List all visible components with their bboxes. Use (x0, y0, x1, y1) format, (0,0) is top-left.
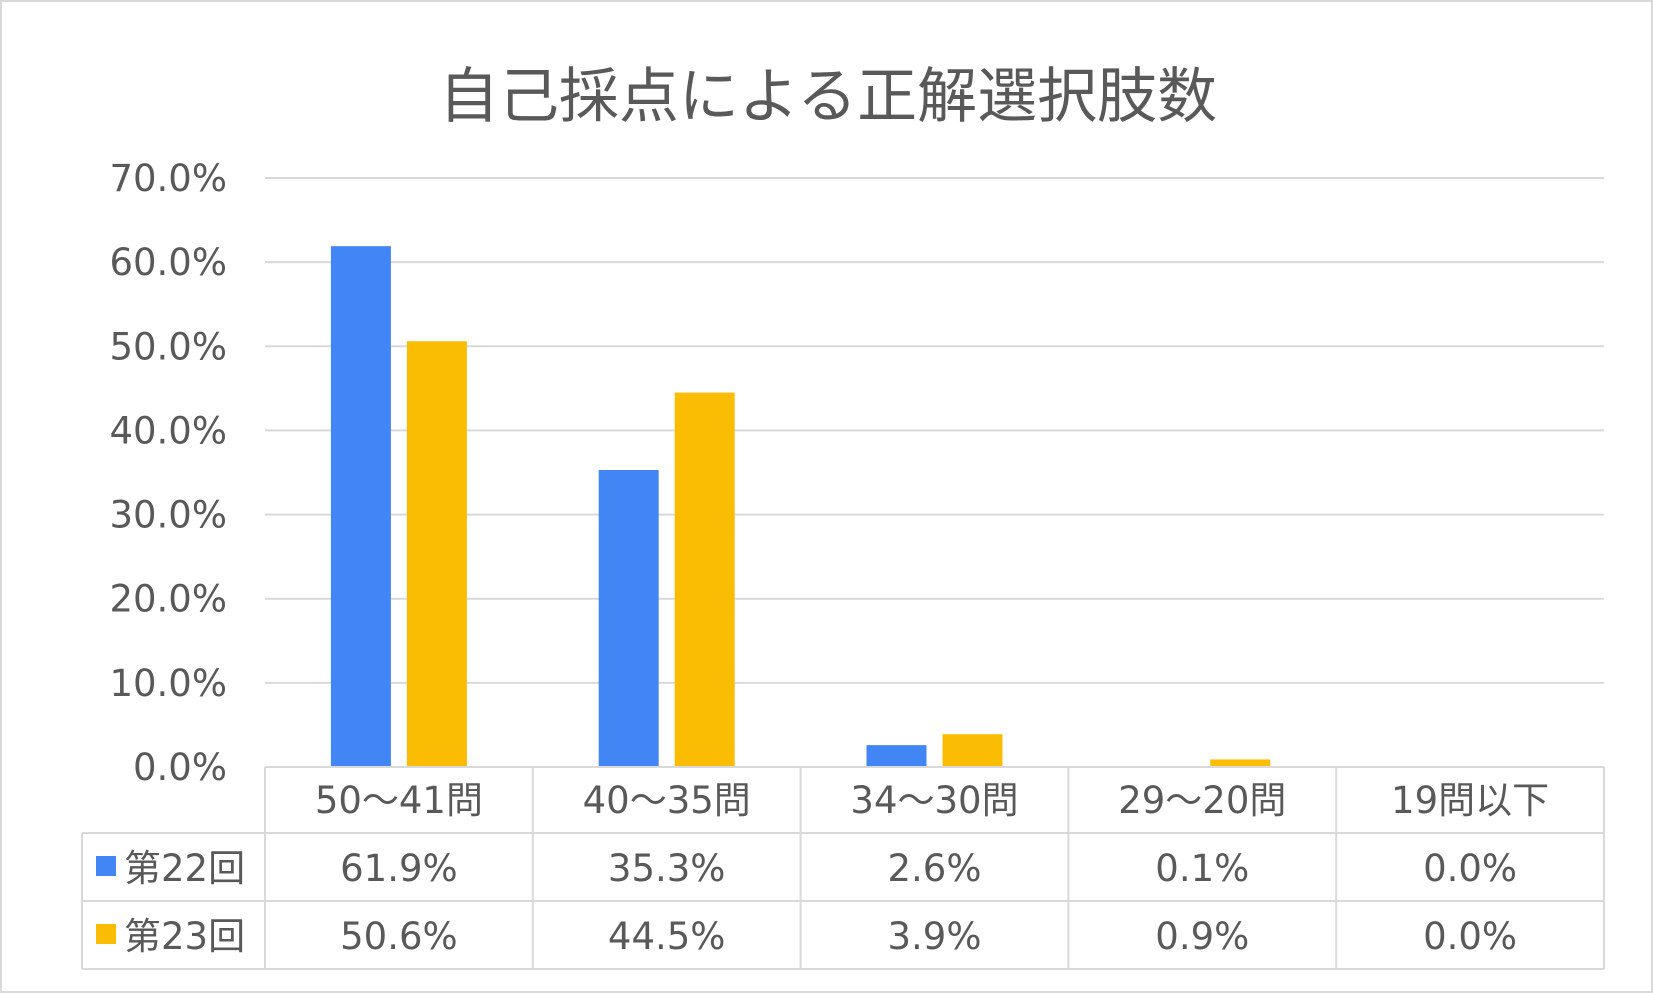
y-tick-label: 10.0% (109, 662, 227, 705)
bars (330, 246, 1271, 768)
legend-key (96, 856, 116, 876)
legend-key (96, 924, 116, 944)
y-tick-label: 50.0% (109, 325, 227, 368)
category-label: 29～20問 (1118, 779, 1286, 822)
y-tick-label: 30.0% (109, 494, 227, 537)
bar (674, 392, 735, 767)
bar (1210, 759, 1271, 767)
data-label: 0.1% (1155, 847, 1249, 890)
category-label: 34～30問 (850, 779, 1018, 822)
y-tick-label: 0.0% (133, 746, 227, 789)
y-axis-ticks: 0.0% 10.0% 20.0% 30.0% 40.0% 50.0% 60.0% 70.0% (109, 157, 227, 789)
data-label: 0.0% (1423, 847, 1517, 890)
chart-title: 自己採点による正解選択肢数 (439, 62, 1217, 132)
y-tick-label: 70.0% (109, 157, 227, 200)
bar (942, 734, 1003, 767)
data-label: 35.3% (608, 847, 726, 890)
y-tick-label: 20.0% (109, 578, 227, 621)
gridlines (265, 177, 1604, 684)
y-tick-label: 40.0% (109, 409, 227, 452)
data-label: 50.6% (340, 915, 458, 958)
bar (406, 341, 467, 767)
bar (598, 469, 659, 767)
category-label: 40～35問 (583, 779, 751, 822)
y-tick-label: 60.0% (109, 241, 227, 284)
category-label: 19問以下 (1391, 779, 1549, 822)
data-label: 44.5% (608, 915, 726, 958)
legend-label: 第22回 (124, 847, 245, 890)
data-label: 61.9% (340, 847, 458, 890)
data-label: 0.9% (1155, 915, 1249, 958)
data-label: 2.6% (888, 847, 982, 890)
bar (330, 246, 391, 768)
data-label: 0.0% (1423, 915, 1517, 958)
legend-label: 第23回 (124, 915, 245, 958)
data-label: 3.9% (888, 915, 982, 958)
category-label: 50～41問 (315, 779, 483, 822)
bar (866, 745, 927, 767)
